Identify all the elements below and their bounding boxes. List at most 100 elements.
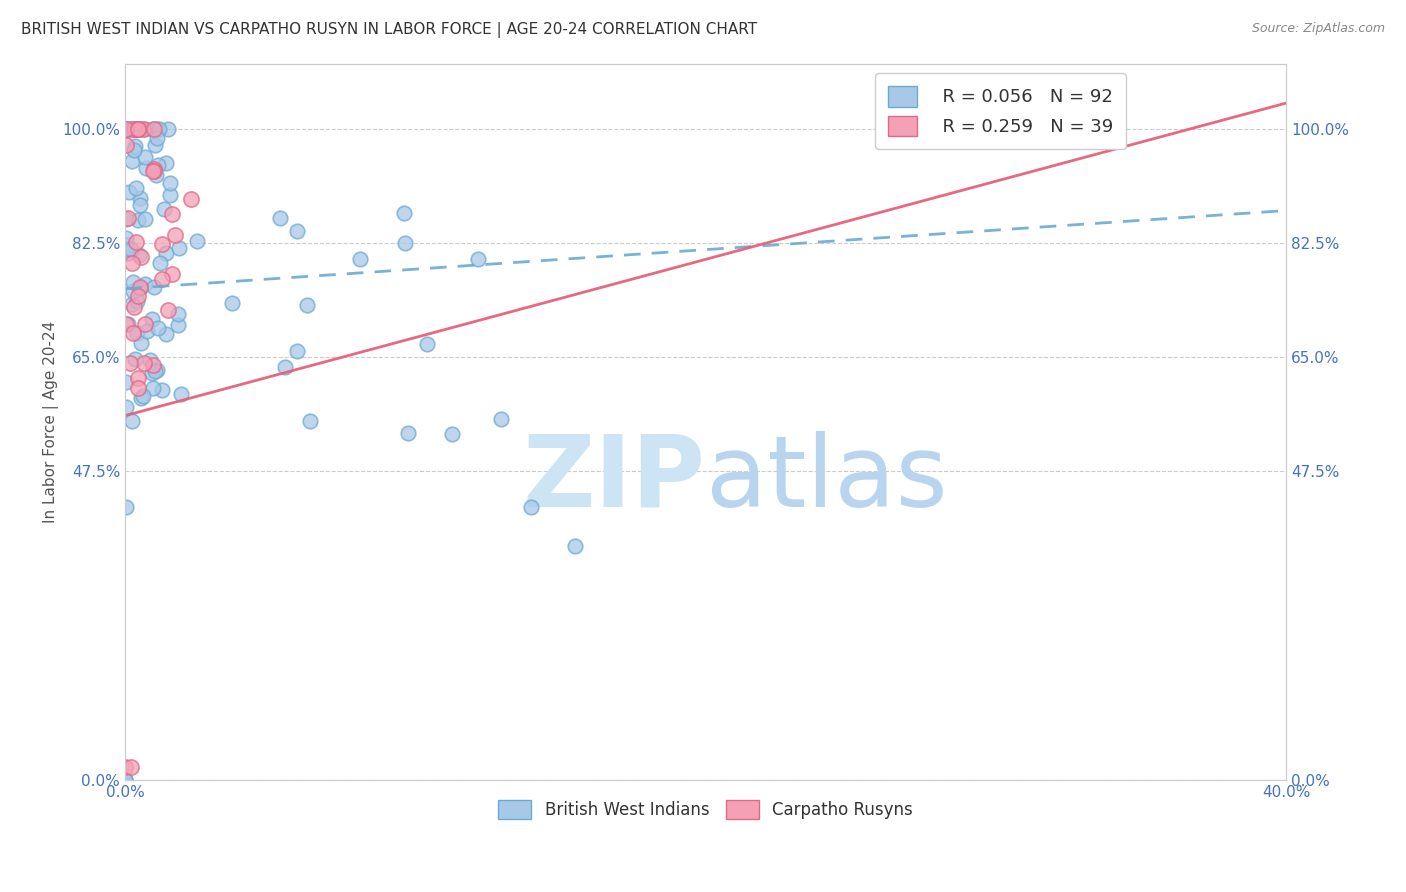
Point — [146, 122, 169, 136]
Point — [114, 375, 136, 389]
Point — [269, 211, 291, 225]
Point — [186, 234, 208, 248]
Point — [135, 161, 157, 176]
Point — [115, 137, 138, 152]
Point — [157, 303, 180, 318]
Point — [160, 267, 183, 281]
Point — [117, 245, 139, 260]
Point — [145, 168, 167, 182]
Point — [155, 246, 177, 260]
Point — [135, 324, 157, 338]
Point — [129, 391, 152, 405]
Point — [121, 297, 143, 311]
Point — [132, 389, 155, 403]
Point — [138, 352, 160, 367]
Point — [118, 185, 141, 199]
Point — [159, 176, 181, 190]
Point — [150, 237, 173, 252]
Point — [134, 317, 156, 331]
Point — [117, 211, 139, 226]
Point — [142, 280, 165, 294]
Point — [285, 224, 308, 238]
Point — [122, 144, 145, 158]
Point — [114, 773, 136, 788]
Point — [114, 773, 136, 788]
Point — [392, 206, 415, 220]
Point — [117, 243, 139, 257]
Point — [146, 363, 169, 377]
Point — [132, 122, 155, 136]
Point — [274, 359, 297, 374]
Point — [115, 211, 138, 226]
Point — [131, 250, 153, 264]
Point — [125, 235, 148, 249]
Point — [127, 326, 149, 340]
Point — [153, 202, 176, 216]
Point — [114, 122, 136, 136]
Point — [122, 275, 145, 289]
Point — [129, 281, 152, 295]
Point — [118, 122, 141, 136]
Point — [114, 760, 136, 774]
Point — [157, 122, 180, 136]
Point — [145, 138, 167, 153]
Point — [440, 427, 463, 442]
Text: ZIP: ZIP — [523, 431, 706, 528]
Point — [121, 414, 143, 428]
Point — [142, 164, 165, 178]
Point — [148, 122, 170, 136]
Point — [118, 122, 141, 136]
Point — [125, 122, 148, 136]
Point — [155, 156, 177, 170]
Point — [489, 411, 512, 425]
Point — [221, 296, 243, 310]
Point — [128, 191, 150, 205]
Point — [127, 212, 149, 227]
Point — [121, 122, 143, 136]
Point — [134, 150, 156, 164]
Point — [125, 294, 148, 309]
Point — [121, 326, 143, 340]
Point — [121, 284, 143, 298]
Point — [148, 321, 170, 335]
Point — [128, 122, 150, 136]
Point — [520, 500, 543, 514]
Point — [134, 277, 156, 292]
Point — [167, 241, 190, 255]
Text: atlas: atlas — [706, 431, 948, 528]
Point — [143, 161, 166, 176]
Point — [129, 280, 152, 294]
Point — [134, 211, 156, 226]
Point — [125, 122, 148, 136]
Point — [127, 289, 149, 303]
Point — [155, 327, 177, 342]
Point — [415, 337, 437, 351]
Point — [124, 181, 146, 195]
Point — [396, 426, 419, 441]
Point — [162, 206, 184, 220]
Point — [285, 343, 308, 358]
Point — [159, 188, 181, 202]
Point — [349, 252, 371, 267]
Point — [142, 358, 165, 372]
Point — [150, 383, 173, 397]
Point — [129, 198, 152, 212]
Text: BRITISH WEST INDIAN VS CARPATHO RUSYN IN LABOR FORCE | AGE 20-24 CORRELATION CHA: BRITISH WEST INDIAN VS CARPATHO RUSYN IN… — [21, 22, 758, 38]
Point — [128, 247, 150, 261]
Point — [180, 192, 202, 206]
Point — [134, 357, 156, 371]
Point — [124, 351, 146, 366]
Point — [127, 371, 149, 385]
Point — [117, 317, 139, 331]
Point — [166, 307, 188, 321]
Point — [124, 122, 146, 136]
Point — [122, 300, 145, 314]
Point — [114, 122, 136, 136]
Point — [141, 366, 163, 380]
Point — [299, 414, 322, 428]
Point — [121, 256, 143, 270]
Legend: British West Indians, Carpatho Rusyns: British West Indians, Carpatho Rusyns — [491, 793, 920, 826]
Point — [170, 386, 193, 401]
Point — [127, 122, 149, 136]
Point — [121, 153, 143, 168]
